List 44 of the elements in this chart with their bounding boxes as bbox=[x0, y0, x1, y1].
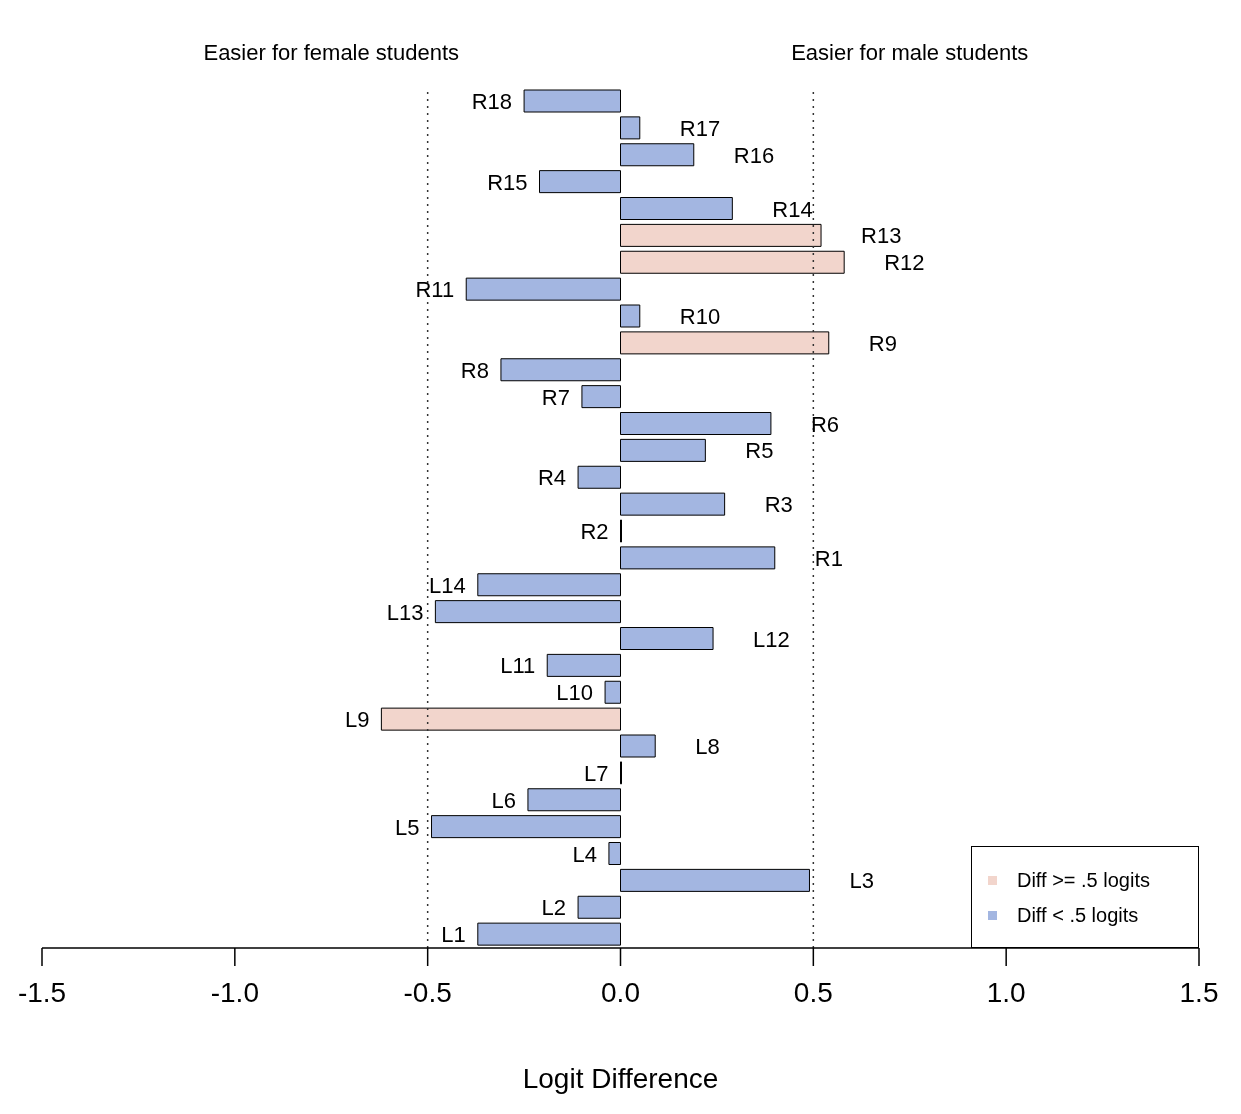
x-tick-label: -1.0 bbox=[210, 976, 259, 1008]
x-axis-title: Logit Difference bbox=[522, 1063, 719, 1094]
y-tick-label: R12 bbox=[884, 250, 925, 276]
y-tick-label: R8 bbox=[460, 357, 489, 383]
y-tick-label: L5 bbox=[395, 814, 420, 840]
y-tick-label: R10 bbox=[679, 304, 721, 329]
x-tick-label: 1.0 bbox=[986, 976, 1026, 1008]
y-tick-label: L1 bbox=[441, 922, 466, 948]
y-tick-label: L4 bbox=[572, 841, 597, 867]
legend-label: Diff < .5 logits bbox=[1016, 904, 1139, 927]
y-tick-label: R4 bbox=[537, 465, 567, 491]
y-tick-label: L2 bbox=[541, 895, 567, 921]
y-tick-label: R6 bbox=[810, 411, 840, 437]
y-tick-label: R13 bbox=[861, 223, 902, 249]
y-tick-label: R15 bbox=[487, 169, 528, 195]
y-tick-label: R17 bbox=[679, 115, 721, 141]
y-tick-label: R5 bbox=[745, 438, 774, 464]
legend-label: Diff >= .5 logits bbox=[1016, 869, 1150, 892]
y-tick-label: R14 bbox=[772, 196, 813, 222]
y-tick-label: R1 bbox=[814, 545, 843, 571]
text: Easier for male students bbox=[790, 40, 1030, 66]
y-tick-label: L10 bbox=[556, 680, 594, 706]
y-tick-label: L13 bbox=[386, 599, 424, 625]
y-tick-label: L11 bbox=[500, 653, 536, 679]
x-tick-label: -1.5 bbox=[17, 976, 67, 1008]
y-tick-label: R16 bbox=[733, 142, 775, 168]
text: Easier for female students bbox=[202, 40, 461, 66]
y-tick-label: R18 bbox=[471, 89, 513, 114]
x-tick-label: 0.0 bbox=[601, 976, 640, 1008]
x-tick-label: 1.5 bbox=[1179, 976, 1219, 1008]
y-tick-label: L8 bbox=[695, 734, 720, 759]
y-tick-label: L14 bbox=[429, 572, 466, 598]
y-tick-label: R7 bbox=[541, 384, 570, 410]
y-tick-label: R11 bbox=[415, 277, 455, 303]
x-tick-label: -0.5 bbox=[403, 976, 452, 1008]
y-tick-label: R9 bbox=[868, 330, 897, 356]
y-tick-label: R3 bbox=[764, 492, 793, 518]
y-tick-label: L3 bbox=[849, 868, 874, 894]
y-tick-label: L9 bbox=[344, 707, 370, 733]
y-tick-label: L7 bbox=[584, 760, 609, 786]
y-tick-label: L12 bbox=[753, 626, 790, 652]
y-tick-label: R2 bbox=[580, 519, 609, 544]
y-tick-label: L6 bbox=[491, 787, 516, 813]
x-tick-label: 0.5 bbox=[793, 976, 833, 1008]
